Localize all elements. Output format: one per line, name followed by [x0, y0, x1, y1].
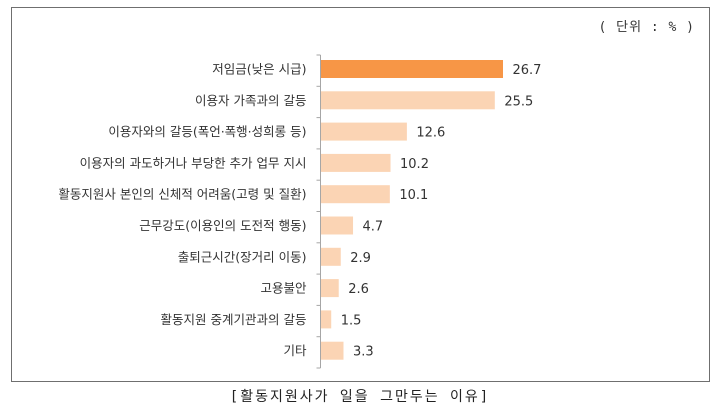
category-label: 이용자와의 갈등(폭언·폭행·성희롱 등) — [108, 124, 306, 139]
bar — [321, 185, 390, 204]
category-label: 출퇴근시간(장거리 이동) — [178, 249, 307, 264]
bar — [321, 341, 344, 360]
bar — [321, 122, 407, 141]
bar — [321, 153, 391, 172]
data-label: 12.6 — [416, 126, 445, 141]
data-label: 2.6 — [348, 282, 369, 297]
data-label: 26.7 — [513, 63, 542, 78]
data-label: 3.3 — [353, 345, 374, 360]
chart-caption: [활동지원사가 일을 그만두는 이유] — [229, 389, 491, 405]
bar — [321, 216, 354, 235]
data-label: 4.7 — [363, 220, 384, 235]
category-label: 이용자의 과도하거나 부당한 추가 업무 지시 — [80, 155, 307, 170]
data-label: 10.1 — [399, 188, 428, 203]
category-label: 근무강도(이용인의 도전적 행동) — [139, 218, 306, 233]
category-label: 저임금(낮은 시급) — [212, 62, 306, 77]
data-label: 2.9 — [350, 251, 371, 266]
category-label: 활동지원사 본인의 신체적 어려움(고령 및 질환) — [58, 187, 306, 202]
category-label: 기타 — [283, 343, 307, 358]
data-label: 25.5 — [504, 94, 533, 109]
category-label: 고용불안 — [260, 281, 307, 296]
bar — [321, 60, 503, 78]
data-label: 1.5 — [341, 313, 362, 328]
category-label: 활동지원 중계기관과의 갈등 — [161, 312, 307, 327]
unit-label: ( 단위 : % ) — [598, 20, 695, 35]
data-label: 10.2 — [400, 157, 429, 172]
bar — [321, 247, 341, 266]
category-label: 이용자 가족과의 갈등 — [195, 93, 306, 108]
bar — [321, 91, 495, 110]
bar — [321, 310, 332, 329]
bar — [321, 279, 339, 298]
